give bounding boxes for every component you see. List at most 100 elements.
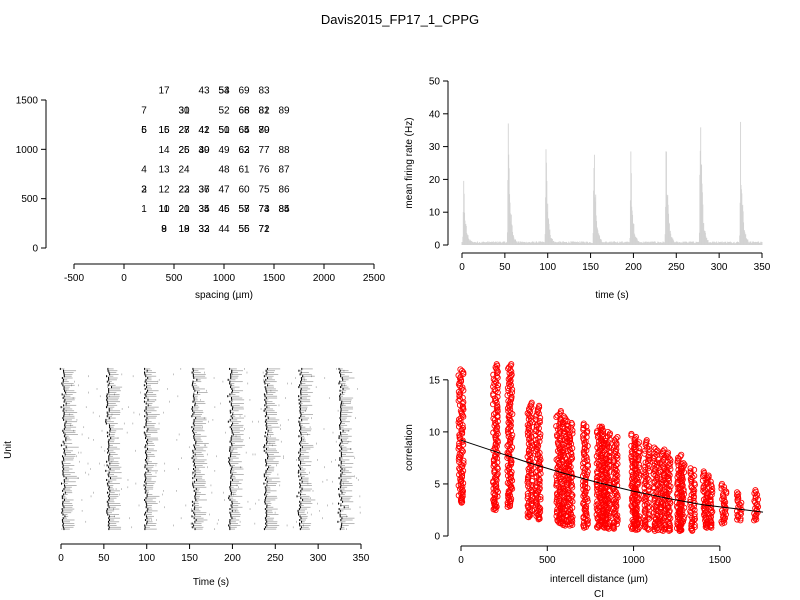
- data-point: [456, 396, 463, 403]
- data-point: [691, 524, 698, 531]
- unit-label: 55: [238, 224, 250, 235]
- data-point: [642, 473, 649, 480]
- data-point: [506, 374, 513, 381]
- unit-label: 21: [178, 204, 190, 215]
- data-point: [506, 399, 513, 406]
- x-tick-label: 2500: [363, 273, 386, 284]
- data-point: [525, 450, 533, 457]
- data-point: [581, 470, 588, 477]
- unit-label: 20: [178, 204, 190, 215]
- data-point: [658, 527, 665, 534]
- y-tick-label: 20: [429, 175, 441, 186]
- data-point: [460, 387, 467, 394]
- data-point: [491, 380, 498, 387]
- x-tick-label: 300: [711, 262, 728, 273]
- unit-label: 32: [198, 224, 210, 235]
- x-tick-label: 100: [539, 262, 556, 273]
- data-point: [490, 415, 497, 422]
- data-point: [635, 454, 643, 461]
- data-point: [581, 444, 588, 451]
- data-point: [597, 453, 604, 460]
- data-point: [493, 361, 500, 368]
- data-point: [687, 475, 694, 482]
- x-tick-label: 300: [310, 553, 327, 564]
- data-point: [553, 423, 560, 430]
- data-point: [754, 503, 762, 510]
- data-point: [458, 385, 465, 392]
- data-point: [678, 478, 685, 485]
- unit-label: 30: [178, 105, 190, 116]
- unit-label: 22: [178, 184, 190, 195]
- data-point: [564, 418, 571, 425]
- data-point: [709, 486, 716, 493]
- data-point: [651, 457, 658, 465]
- data-point: [609, 485, 616, 492]
- data-point: [646, 455, 653, 462]
- raster-panel: 0 50 100 150 200 250 300 350 Time (s) Unit: [3, 367, 370, 588]
- unit-label: 44: [218, 224, 230, 235]
- data-point: [492, 387, 499, 395]
- data-point: [641, 520, 648, 527]
- unit-label: 60: [238, 184, 250, 195]
- data-point: [582, 474, 589, 481]
- data-point: [490, 371, 497, 378]
- data-point: [614, 434, 621, 441]
- y-tick-label: 10: [429, 427, 441, 438]
- unit-label: 71: [258, 224, 270, 235]
- unit-label: 39: [198, 145, 210, 156]
- data-point: [665, 474, 672, 482]
- data-point: [629, 471, 636, 478]
- data-point: [664, 449, 672, 456]
- x-tick-label: 1000: [213, 273, 236, 284]
- data-point: [599, 426, 606, 433]
- data-point: [687, 465, 694, 472]
- data-point: [537, 431, 544, 438]
- data-point: [687, 468, 694, 475]
- data-point: [631, 458, 639, 465]
- y-tick-label: 0: [434, 532, 440, 543]
- data-point: [614, 455, 621, 462]
- data-point: [610, 469, 617, 476]
- data-point: [568, 453, 575, 460]
- data-point: [664, 493, 671, 500]
- data-point: [582, 505, 589, 512]
- data-point: [753, 506, 760, 513]
- unit-label: 23: [178, 184, 190, 195]
- data-point: [602, 467, 610, 474]
- data-point: [525, 411, 532, 418]
- data-point: [681, 461, 688, 468]
- unit-label: 40: [198, 145, 210, 156]
- data-point: [553, 414, 560, 421]
- data-point: [631, 435, 639, 442]
- data-point: [459, 425, 467, 432]
- data-point: [536, 438, 543, 445]
- data-point: [642, 447, 649, 454]
- data-point: [705, 503, 712, 510]
- data-point: [602, 485, 609, 492]
- data-point: [459, 367, 466, 374]
- data-point: [458, 449, 465, 456]
- unit-label: 80: [258, 125, 270, 136]
- data-point: [457, 417, 464, 425]
- data-point: [584, 428, 591, 435]
- data-point: [532, 469, 539, 476]
- unit-label: 65: [238, 125, 250, 136]
- data-point: [652, 445, 659, 453]
- data-point: [457, 420, 464, 427]
- unit-label: 58: [238, 204, 250, 215]
- data-point: [554, 494, 561, 501]
- data-point: [687, 512, 694, 519]
- data-point: [611, 443, 618, 450]
- data-point: [505, 408, 512, 415]
- data-point: [506, 402, 513, 409]
- data-point: [718, 480, 726, 487]
- unit-label: 86: [278, 184, 290, 195]
- data-point: [653, 476, 660, 484]
- data-point: [705, 472, 712, 479]
- data-point: [604, 428, 611, 435]
- data-point: [534, 405, 541, 412]
- unit-label: 13: [158, 165, 170, 176]
- unit-label: 74: [258, 204, 270, 215]
- data-point: [493, 373, 500, 380]
